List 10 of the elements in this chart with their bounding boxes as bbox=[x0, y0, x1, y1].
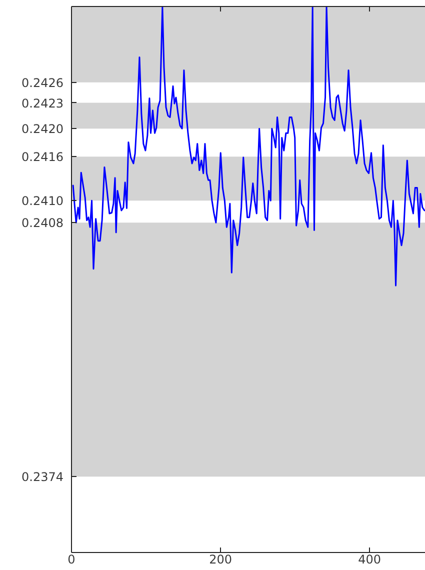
y-tick-label: 0.2374 bbox=[22, 470, 64, 484]
x-tick-label: 200 bbox=[209, 552, 232, 566]
y-tick-label: 0.2420 bbox=[22, 122, 64, 136]
y-tick-label: 0.2416 bbox=[22, 150, 64, 164]
x-tick-label: 0 bbox=[68, 552, 76, 566]
y-tick-label: 0.2423 bbox=[22, 96, 64, 110]
y-tick-label: 0.2408 bbox=[22, 216, 64, 230]
y-tick-label: 0.2410 bbox=[22, 194, 64, 208]
y-tick-label: 0.2426 bbox=[22, 76, 64, 90]
x-tick-label: 400 bbox=[358, 552, 382, 566]
